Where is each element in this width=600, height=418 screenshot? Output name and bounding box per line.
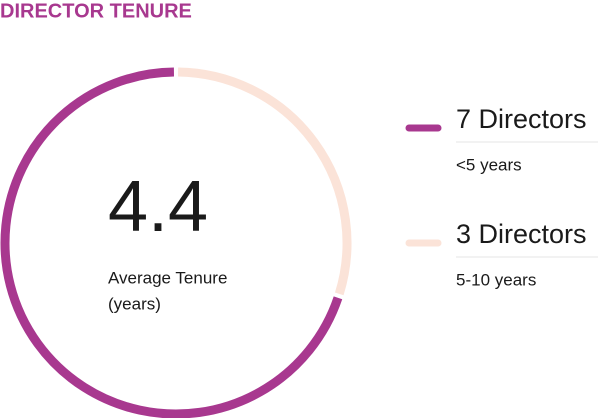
legend-value: 3 Directors	[456, 219, 587, 249]
legend-label: <5 years	[456, 155, 522, 174]
center-label: Average Tenure	[108, 268, 227, 287]
center-value: 4.4	[108, 167, 208, 247]
chart-title: DIRECTOR TENURE	[0, 0, 192, 22]
donut-segment	[177, 67, 352, 296]
donut-segment	[0, 67, 343, 418]
legend-value: 7 Directors	[456, 104, 587, 134]
center-label: (years)	[108, 294, 161, 313]
legend-label: 5-10 years	[456, 270, 536, 289]
